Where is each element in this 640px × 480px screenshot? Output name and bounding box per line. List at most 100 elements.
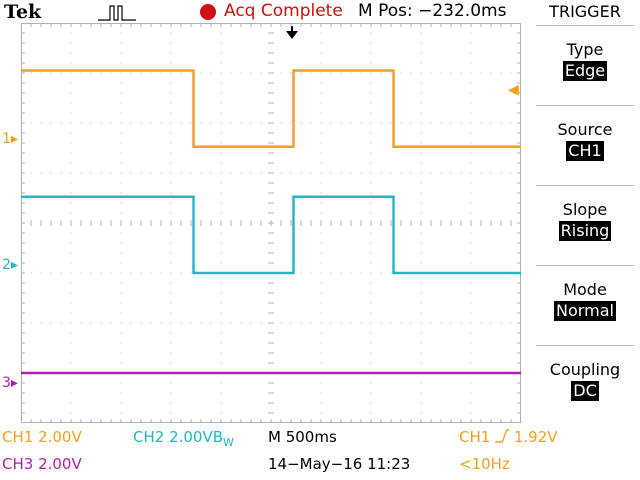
menu-item-coupling[interactable]: Coupling DC	[530, 360, 640, 440]
menu-item-value: Normal	[554, 301, 616, 321]
graticule-dot	[420, 262, 422, 264]
graticule-dot	[220, 182, 222, 184]
brand-logo: Tek	[4, 1, 42, 23]
graticule-dot	[510, 322, 512, 324]
graticule-dot	[370, 52, 372, 54]
graticule-dot	[420, 42, 422, 44]
graticule-dot	[500, 172, 502, 174]
graticule-dot	[120, 292, 122, 294]
graticule-dot	[150, 122, 152, 124]
graticule-dot	[170, 102, 172, 104]
menu-item-label: Source	[557, 120, 613, 139]
graticule-dot	[50, 122, 52, 124]
graticule-dot	[170, 162, 172, 164]
graticule-dot	[120, 142, 122, 144]
graticule-dot	[420, 352, 422, 354]
graticule-dot	[220, 112, 222, 114]
graticule-dot	[220, 152, 222, 154]
graticule-dot	[470, 192, 472, 194]
graticule-dot	[70, 302, 72, 304]
menu-item-label: Coupling	[549, 360, 621, 379]
graticule-dot	[420, 192, 422, 194]
graticule-dot	[220, 262, 222, 264]
graticule-dot	[260, 322, 262, 324]
ch3-ground-marker: 3▸	[2, 375, 18, 391]
graticule-dot	[110, 272, 112, 274]
graticule-dot	[160, 122, 162, 124]
graticule-dot	[330, 122, 332, 124]
graticule-dot	[320, 292, 322, 294]
graticule-dot	[120, 172, 122, 174]
graticule-dot	[490, 172, 492, 174]
graticule-dot	[70, 332, 72, 334]
menu-divider	[536, 105, 634, 106]
graticule-dot	[140, 122, 142, 124]
menu-item-type[interactable]: Type Edge	[530, 40, 640, 120]
menu-divider	[536, 185, 634, 186]
graticule-dot	[370, 332, 372, 334]
graticule-dot	[70, 342, 72, 344]
graticule-dot	[470, 122, 472, 124]
menu-item-source[interactable]: Source CH1	[530, 120, 640, 200]
graticule-dot	[320, 132, 322, 134]
graticule-dot	[310, 322, 312, 324]
graticule-dot	[440, 122, 442, 124]
graticule-dot	[320, 402, 322, 404]
graticule-dot	[430, 172, 432, 174]
graticule-dot	[370, 232, 372, 234]
waveform-display[interactable]	[21, 23, 521, 423]
graticule-dot	[320, 302, 322, 304]
graticule-dot	[170, 72, 172, 74]
graticule-dot	[120, 402, 122, 404]
graticule-dot	[200, 72, 202, 74]
graticule-dot	[170, 312, 172, 314]
graticule-dot	[420, 132, 422, 134]
graticule-dot	[450, 322, 452, 324]
graticule-dot	[370, 62, 372, 64]
graticule-dot	[360, 122, 362, 124]
graticule-dot	[120, 232, 122, 234]
graticule-dot	[450, 122, 452, 124]
graticule-dot	[120, 192, 122, 194]
graticule-dot	[220, 52, 222, 54]
graticule-dot	[120, 392, 122, 394]
graticule-dot	[410, 72, 412, 74]
graticule-dot	[170, 352, 172, 354]
graticule-dot	[390, 272, 392, 274]
graticule-dot	[120, 112, 122, 114]
graticule-dot	[440, 72, 442, 74]
graticule-dot	[470, 52, 472, 54]
graticule-dot	[50, 172, 52, 174]
graticule-dot	[100, 172, 102, 174]
graticule	[21, 23, 521, 423]
graticule-dot	[70, 312, 72, 314]
graticule-dot	[170, 62, 172, 64]
graticule-dot	[90, 272, 92, 274]
graticule-dot	[370, 102, 372, 104]
graticule-dot	[500, 72, 502, 74]
graticule-dot	[70, 282, 72, 284]
graticule-dot	[240, 72, 242, 74]
graticule-dot	[120, 332, 122, 334]
graticule-dot	[360, 172, 362, 174]
graticule-dot	[120, 182, 122, 184]
graticule-dot	[400, 172, 402, 174]
graticule-dot	[470, 142, 472, 144]
graticule-dot	[470, 132, 472, 134]
menu-item-slope[interactable]: Slope Rising	[530, 200, 640, 280]
graticule-dot	[30, 122, 32, 124]
graticule-dot	[330, 72, 332, 74]
graticule-dot	[170, 32, 172, 34]
graticule-dot	[190, 72, 192, 74]
graticule-dot	[470, 172, 472, 174]
graticule-dot	[40, 72, 42, 74]
graticule-dot	[470, 342, 472, 344]
graticule-dot	[70, 102, 72, 104]
graticule-dot	[420, 152, 422, 154]
graticule-dot	[310, 172, 312, 174]
graticule-dot	[100, 72, 102, 74]
menu-item-mode[interactable]: Mode Normal	[530, 280, 640, 360]
graticule-dot	[470, 72, 472, 74]
graticule-dot	[370, 42, 372, 44]
graticule-dot	[370, 292, 372, 294]
